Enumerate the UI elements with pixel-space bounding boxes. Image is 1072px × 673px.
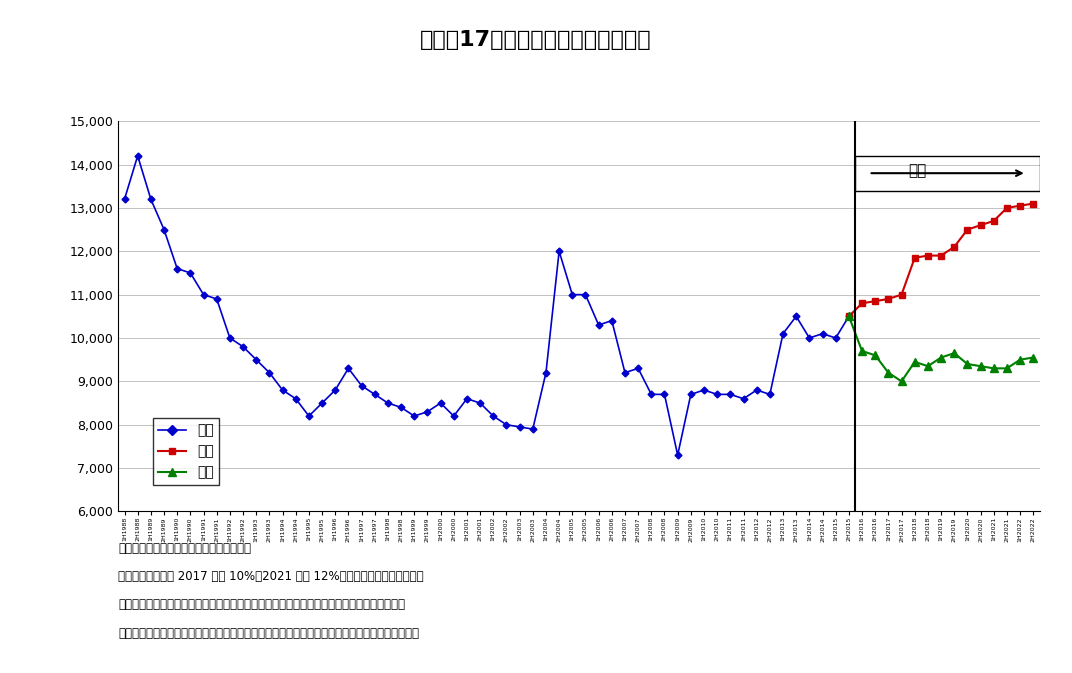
Legend: 標準, 楽観, 悲観: 標準, 楽観, 悲観 xyxy=(152,418,220,485)
Text: （注）将来値は各年下期の予測賃料を記載: （注）将来値は各年下期の予測賃料を記載 xyxy=(118,542,251,555)
Text: 図表－17　大阪オフィス賃料見通し: 図表－17 大阪オフィス賃料見通し xyxy=(420,30,652,50)
Text: 予測: 予測 xyxy=(908,163,926,178)
Text: （出所）将来見通しは「オフィスレント・インデックス」などを基にニッセイ基礎研究所が推計: （出所）将来見通しは「オフィスレント・インデックス」などを基にニッセイ基礎研究所… xyxy=(118,627,419,639)
Bar xyxy=(855,156,1040,190)
Text: （出所）実績値は三幸エステート・ニッセイ基礎研究所「オフィスレント・インデックス」: （出所）実績値は三幸エステート・ニッセイ基礎研究所「オフィスレント・インデックス… xyxy=(118,598,405,611)
Text: （注）消費税率は 2017 年に 10%、2021 年に 12%に引き上げられると想定。: （注）消費税率は 2017 年に 10%、2021 年に 12%に引き上げられる… xyxy=(118,570,423,583)
